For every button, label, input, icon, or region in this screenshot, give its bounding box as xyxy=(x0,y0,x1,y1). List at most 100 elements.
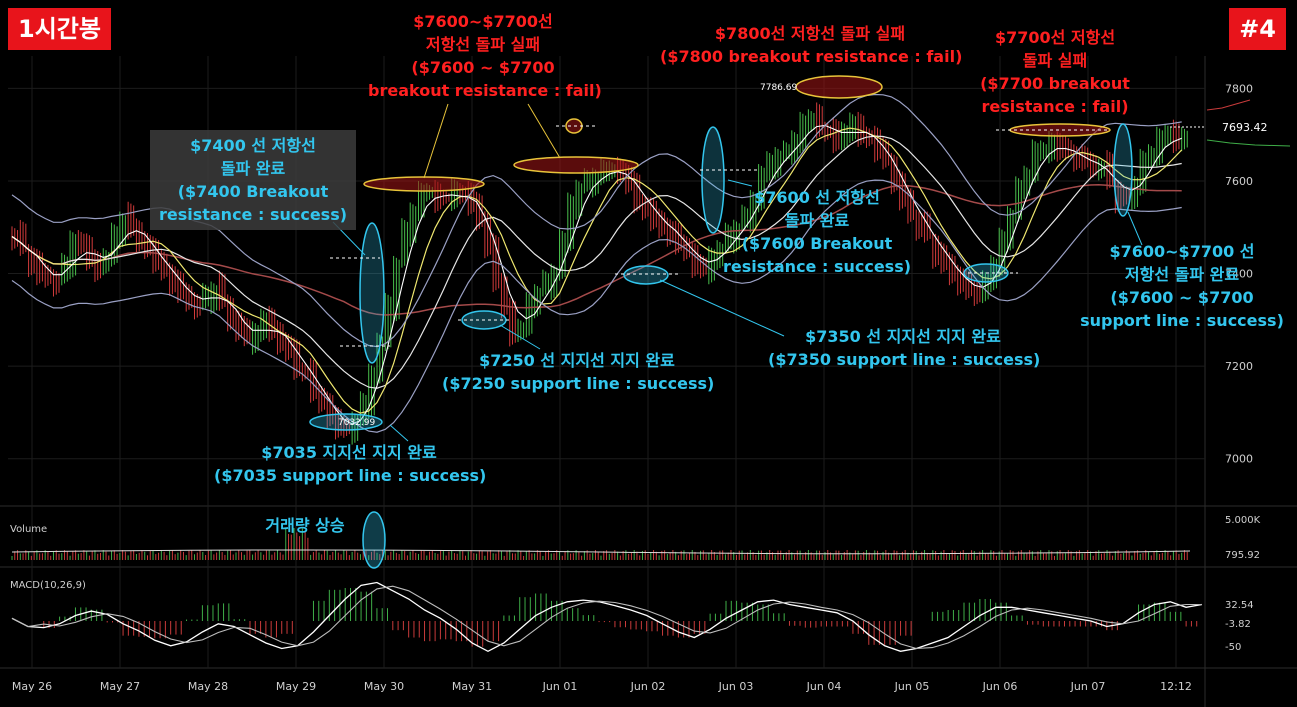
annotation-line: 거래량 상승 xyxy=(265,516,345,535)
annotation-line: $7800선 저항선 돌파 실패 xyxy=(714,24,906,43)
low-price-label: 7032.99 xyxy=(338,418,375,428)
annotation-line: $7600~$7700 선 xyxy=(1109,242,1255,261)
support-ellipse xyxy=(623,265,669,285)
macd-tick-label: 32.54 xyxy=(1225,600,1254,611)
annotation-line: 돌파 실패 xyxy=(1022,51,1088,70)
annotation-volume-rise: 거래량 상승 xyxy=(255,514,355,537)
number-badge: #4 xyxy=(1229,8,1286,50)
orderbook-line xyxy=(1206,139,1291,147)
ma-fast-line xyxy=(11,124,1182,425)
annotation-marks: 7786.69 7032.99 7693.42 xyxy=(309,75,1291,569)
annotation-line: ($7400 Breakout xyxy=(177,182,329,201)
time-tick-label: May 29 xyxy=(276,680,316,693)
annotation-line: resistance : fail) xyxy=(981,97,1129,116)
annotation-line: $7350 선 지지선 지지 완료 xyxy=(805,327,1001,346)
annotation-line: $7400 선 저항선 xyxy=(190,136,316,155)
annotation-line: 저항선 돌파 실패 xyxy=(425,35,541,54)
pointer-line xyxy=(659,279,785,337)
annotation-line: 돌파 완료 xyxy=(220,159,286,178)
resistance-ellipse xyxy=(363,176,485,192)
annotation-line: ($7035 support line : success) xyxy=(214,466,487,485)
breakout-ellipse xyxy=(701,126,725,234)
time-tick-label: Jun 04 xyxy=(806,680,842,693)
pointer-line xyxy=(727,179,753,187)
annotation-line: ($7800 breakout resistance : fail) xyxy=(660,47,963,66)
ma-mid-line xyxy=(11,135,1182,389)
orderbook-line xyxy=(1206,99,1251,111)
ma-short-line xyxy=(11,127,1183,414)
support-ellipse xyxy=(309,413,383,431)
annotation-line: ($7700 breakout xyxy=(980,74,1130,93)
pointer-line xyxy=(389,424,409,442)
last-price-tag xyxy=(1210,119,1268,135)
resistance-ellipse xyxy=(795,75,883,99)
annotation-line: support line : success) xyxy=(1080,311,1284,330)
timeframe-badge: 1시간봉 xyxy=(8,8,111,50)
volume-ellipse xyxy=(362,511,386,569)
pointer-line xyxy=(423,103,449,179)
time-tick-label: Jun 01 xyxy=(542,680,578,693)
pointer-line xyxy=(499,324,541,350)
annotation-line: ($7350 support line : success) xyxy=(768,350,1041,369)
price-tick-label: 7400 xyxy=(1225,268,1253,281)
time-tick-label: Jun 05 xyxy=(894,680,930,693)
pointer-line xyxy=(527,103,561,159)
time-tick-label: Jun 02 xyxy=(630,680,666,693)
annotation-line: ($7600 ~ $7700 xyxy=(1110,288,1254,307)
time-tick-label: Jun 03 xyxy=(718,680,754,693)
macd-signal-line xyxy=(11,585,1202,650)
time-tick-label: May 26 xyxy=(12,680,52,693)
last-price-label: 7693.42 xyxy=(1222,121,1268,134)
annotation-line: 돌파 완료 xyxy=(784,211,850,230)
volume-tick-label: 795.92 xyxy=(1225,550,1260,561)
annotation-line: ($7600 Breakout xyxy=(741,234,893,253)
price-tick-label: 7600 xyxy=(1225,175,1253,188)
price-tick-label: 7200 xyxy=(1225,360,1253,373)
annotation-line: $7600~$7700선 xyxy=(413,12,553,31)
time-tick-label: Jun 06 xyxy=(982,680,1018,693)
resistance-ellipse xyxy=(513,156,639,174)
annotation-line: resistance : success) xyxy=(158,205,348,224)
price-tick-label: 7800 xyxy=(1225,82,1253,95)
volume-panel: Volume 5.000K 795.92 xyxy=(10,515,1261,561)
annotation-line: $7035 지지선 지지 완료 xyxy=(261,443,437,462)
macd-tick-label: -3.82 xyxy=(1225,619,1251,630)
annotation-line: 저항선 돌파 완료 xyxy=(1124,265,1240,284)
annotation-7350-support: $7350 선 지지선 지지 완료 ($7350 support line : s… xyxy=(768,325,1041,371)
ma-long-line xyxy=(11,184,1182,316)
bollinger-lower-line xyxy=(11,179,1182,433)
annotation-line: ($7250 support line : success) xyxy=(442,374,715,393)
annotation-7035-support: $7035 지지선 지지 완료 ($7035 support line : suc… xyxy=(214,441,487,487)
macd-panel: MACD(10,26,9) 32.54 -3.82 -50 xyxy=(10,580,1254,653)
macd-label: MACD(10,26,9) xyxy=(10,580,86,591)
macd-tick-label: -50 xyxy=(1225,642,1241,653)
annotation-line: $7700선 저항선 xyxy=(994,28,1116,47)
annotation-line: $7600 선 저항선 xyxy=(754,188,880,207)
time-tick-label: May 27 xyxy=(100,680,140,693)
annotation-7600-7700-fail: $7600~$7700선 저항선 돌파 실패 ($7600 ~ $7700 break… xyxy=(368,10,602,102)
candle-series xyxy=(11,102,1188,445)
time-tick-label: Jun 07 xyxy=(1070,680,1106,693)
annotation-line: ($7600 ~ $7700 xyxy=(411,58,555,77)
annotation-7800-fail: $7800선 저항선 돌파 실패 ($7800 breakout resistan… xyxy=(660,22,963,68)
time-tick-label: May 28 xyxy=(188,680,228,693)
volume-tick-label: 5.000K xyxy=(1225,515,1261,526)
time-tick-label: May 30 xyxy=(364,680,404,693)
volume-ma-line xyxy=(11,549,1191,555)
time-tick-label: 12:12 xyxy=(1160,680,1192,693)
breakout-ellipse xyxy=(359,222,385,364)
breakout-ellipse xyxy=(1113,123,1133,217)
macd-line xyxy=(11,581,1203,653)
price-axis: 7000 7200 7400 7600 7800 xyxy=(1225,82,1253,465)
time-axis: May 26 May 27 May 28 May 29 May 30 May 31 Jun … xyxy=(12,680,1192,693)
pointer-line xyxy=(1127,211,1143,246)
price-tick-label: 7000 xyxy=(1225,453,1253,466)
annotation-line: resistance : success) xyxy=(722,257,912,276)
time-tick-label: May 31 xyxy=(452,680,492,693)
annotation-line: $7250 선 지지선 지지 완료 xyxy=(479,351,675,370)
